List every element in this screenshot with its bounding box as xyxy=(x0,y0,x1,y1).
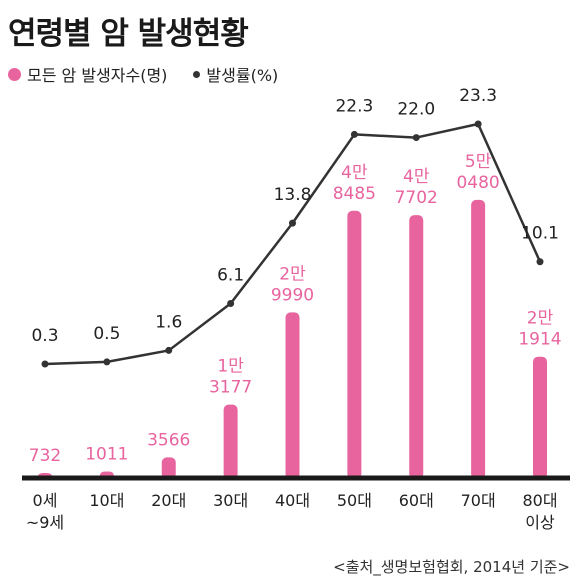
bar xyxy=(533,356,547,479)
legend-bar-label: 모든 암 발생자수(명) xyxy=(27,66,168,85)
x-tick-label: 20대 xyxy=(151,491,186,510)
rate-point xyxy=(103,358,111,366)
rate-point xyxy=(165,346,173,354)
legend-line-label: 발생률(%) xyxy=(206,66,279,85)
bar-value-label: 4만 7702 xyxy=(395,167,438,208)
x-tick-label: 30대 xyxy=(213,491,248,510)
bar-value-label: 1만 3177 xyxy=(209,357,252,398)
source-note: <출처_생명보험협회, 2014년 기준> xyxy=(333,558,570,576)
x-tick-label: 50대 xyxy=(337,491,372,510)
bar-value-label: 3566 xyxy=(147,430,190,450)
rate-point xyxy=(227,299,235,307)
bar xyxy=(161,457,176,479)
rate-point xyxy=(536,258,544,266)
rate-point xyxy=(41,360,49,368)
rate-point xyxy=(289,219,296,227)
rate-value-label: 13.8 xyxy=(274,185,312,205)
rate-value-label: 22.0 xyxy=(397,100,435,120)
bar xyxy=(285,312,300,479)
x-tick-label: 60대 xyxy=(399,491,434,510)
legend-line-swatch xyxy=(193,70,201,78)
rate-point xyxy=(412,134,420,142)
legend: 모든 암 발생자수(명) 발생률(%) xyxy=(8,62,278,86)
legend-item-bar: 모든 암 발생자수(명) xyxy=(8,62,167,86)
bar xyxy=(471,199,486,479)
bar xyxy=(409,215,424,479)
x-tick-label: 10대 xyxy=(89,491,124,510)
bar-value-label: 4만 8485 xyxy=(333,163,376,204)
bar-value-label: 1011 xyxy=(85,444,128,464)
rate-value-label: 6.1 xyxy=(217,265,244,285)
rate-value-label: 22.3 xyxy=(335,96,373,116)
bar xyxy=(223,404,238,479)
x-tick-label: 80대 이상 xyxy=(522,491,557,532)
rate-point xyxy=(474,120,482,128)
bar xyxy=(347,210,362,479)
bar-value-label: 5만 0480 xyxy=(456,152,499,193)
bar-value-label: 2만 1914 xyxy=(518,309,561,350)
legend-bar-swatch xyxy=(8,67,21,81)
bar-value-label: 2만 9990 xyxy=(271,264,314,305)
rate-value-label: 0.3 xyxy=(31,326,58,346)
bar-value-label: 732 xyxy=(29,446,61,466)
rate-value-label: 0.5 xyxy=(93,324,120,344)
chart-title: 연령별 암 발생현황 xyxy=(8,16,249,52)
rate-point xyxy=(350,130,358,138)
rate-value-label: 10.1 xyxy=(521,224,559,244)
rate-value-label: 1.6 xyxy=(155,312,182,332)
legend-item-line: 발생률(%) xyxy=(193,62,278,86)
x-tick-label: 40대 xyxy=(275,491,310,510)
x-tick-label: 0세 ~9세 xyxy=(26,491,64,532)
x-tick-label: 70대 xyxy=(461,491,496,510)
rate-value-label: 23.3 xyxy=(459,86,497,106)
